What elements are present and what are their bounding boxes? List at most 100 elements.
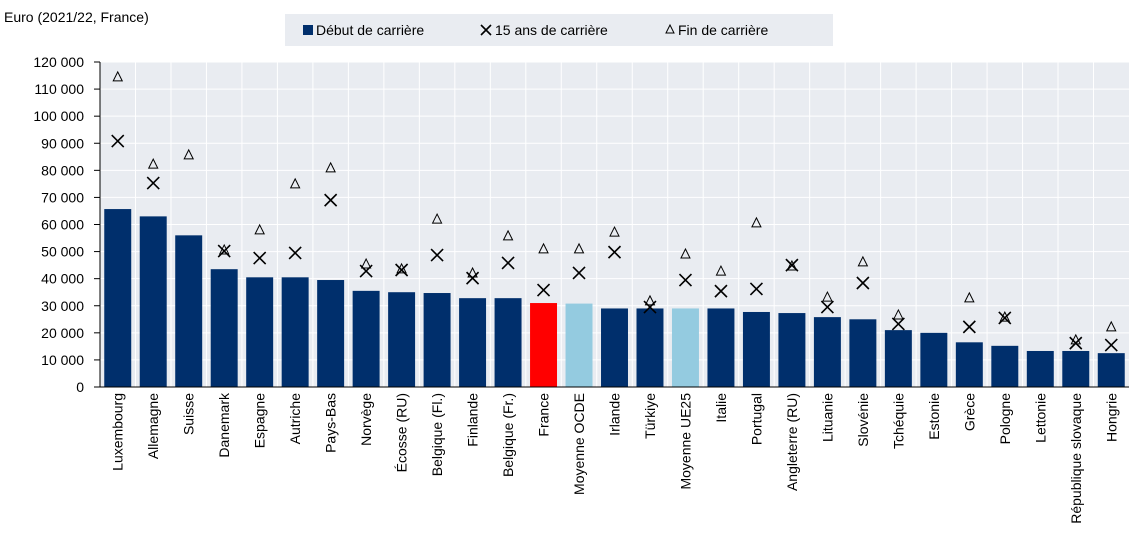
- bar: [175, 235, 203, 387]
- bar: [849, 319, 877, 387]
- triangle-marker: [538, 242, 549, 254]
- x-marker: [111, 134, 125, 148]
- bar: [1097, 353, 1125, 387]
- x-marker: [678, 273, 693, 287]
- y-tick-label: 80 000: [41, 162, 84, 178]
- x-marker: [1104, 338, 1118, 352]
- x-tick-label: Belgique (Fl.): [429, 393, 445, 476]
- bar: [459, 298, 487, 387]
- triangle-marker: [431, 212, 443, 224]
- triangle-marker: [289, 177, 301, 189]
- legend-label: 15 ans de carrière: [495, 22, 608, 38]
- x-marker: [572, 266, 586, 280]
- bar: [601, 308, 628, 387]
- bar: [955, 342, 983, 387]
- x-marker: [749, 282, 763, 296]
- bar: [1062, 350, 1090, 387]
- x-tick-label: Angleterre (RU): [784, 393, 800, 491]
- y-tick-label: 30 000: [41, 298, 84, 314]
- y-tick-label: 40 000: [41, 271, 84, 287]
- bar: [104, 209, 132, 387]
- x-tick-label: Suisse: [181, 393, 197, 435]
- y-tick-label: 50 000: [41, 244, 84, 260]
- bar: [636, 308, 664, 387]
- x-marker: [962, 320, 976, 334]
- bar: [246, 277, 274, 387]
- x-marker: [820, 300, 834, 314]
- bar: [494, 298, 522, 387]
- bar: [388, 292, 416, 387]
- triangle-marker: [1105, 320, 1117, 332]
- bar: [707, 308, 735, 387]
- triangle-marker: [644, 294, 656, 306]
- x-marker: [146, 176, 160, 190]
- triangle-marker: [396, 262, 407, 274]
- triangle-marker: [254, 223, 265, 235]
- y-tick-label: 100 000: [33, 108, 84, 124]
- triangle-marker: [680, 247, 691, 259]
- bar: [778, 313, 806, 387]
- x-tick-label: Tchéquie: [890, 393, 906, 449]
- y-tick-label: 90 000: [41, 135, 84, 151]
- x-marker: [536, 283, 551, 297]
- x-marker: [430, 248, 444, 262]
- x-tick-label: Allemagne: [145, 393, 161, 459]
- x-tick-label: Autriche: [287, 393, 303, 445]
- bar: [139, 216, 167, 387]
- x-tick-label: Finlande: [465, 393, 481, 447]
- triangle-marker: [964, 291, 975, 303]
- x-tick-label: Irlande: [607, 393, 623, 436]
- legend-swatch: [480, 24, 492, 36]
- bar: [530, 303, 558, 387]
- x-tick-label: Lettonie: [1032, 393, 1048, 443]
- bar: [565, 303, 593, 387]
- bar: [742, 311, 770, 387]
- triangle-marker: [147, 157, 159, 169]
- triangle-marker: [502, 229, 514, 241]
- x-tick-label: Danemark: [216, 392, 232, 458]
- x-tick-label: Luxembourg: [110, 393, 126, 471]
- x-tick-label: Moyenne UE25: [677, 393, 693, 490]
- triangle-marker: [112, 70, 124, 82]
- x-tick-label: Moyenne OCDE: [571, 393, 587, 495]
- triangle-marker: [857, 255, 869, 267]
- bar: [991, 345, 1019, 387]
- y-tick-label: 10 000: [41, 352, 84, 368]
- x-tick-label: Türkiye: [642, 393, 658, 439]
- y-tick-label: 20 000: [41, 325, 84, 341]
- triangle-marker: [822, 290, 833, 302]
- triangle-marker: [1070, 333, 1082, 345]
- y-tick-label: 120 000: [33, 54, 84, 70]
- x-tick-label: Italie: [713, 393, 729, 423]
- x-tick-label: Hongrie: [1103, 393, 1119, 442]
- x-tick-label: France: [536, 393, 552, 437]
- triangle-marker: [183, 148, 195, 160]
- x-tick-label: Grèce: [961, 393, 977, 431]
- x-marker: [466, 271, 480, 285]
- legend-swatch: [303, 25, 313, 35]
- x-marker: [1069, 336, 1083, 350]
- x-marker: [856, 276, 870, 290]
- x-marker: [891, 317, 905, 331]
- triangle-marker: [999, 311, 1011, 322]
- triangle-marker: [467, 266, 478, 278]
- bar: [317, 280, 345, 387]
- x-marker: [998, 311, 1012, 325]
- legend-swatch: [665, 23, 675, 34]
- triangle-marker: [751, 216, 762, 228]
- legend-box: [285, 14, 833, 46]
- bar: [423, 293, 451, 387]
- x-marker: [395, 263, 409, 277]
- x-marker: [607, 245, 622, 259]
- x-tick-label: Pays-Bas: [323, 393, 339, 453]
- x-tick-label: Estonie: [926, 393, 942, 440]
- x-marker: [217, 244, 231, 258]
- bar: [210, 269, 238, 387]
- legend-label: Début de carrière: [316, 22, 424, 38]
- x-marker: [288, 246, 302, 260]
- x-tick-label: Lituanie: [819, 393, 835, 442]
- bar: [1026, 350, 1054, 387]
- triangle-marker: [786, 259, 798, 271]
